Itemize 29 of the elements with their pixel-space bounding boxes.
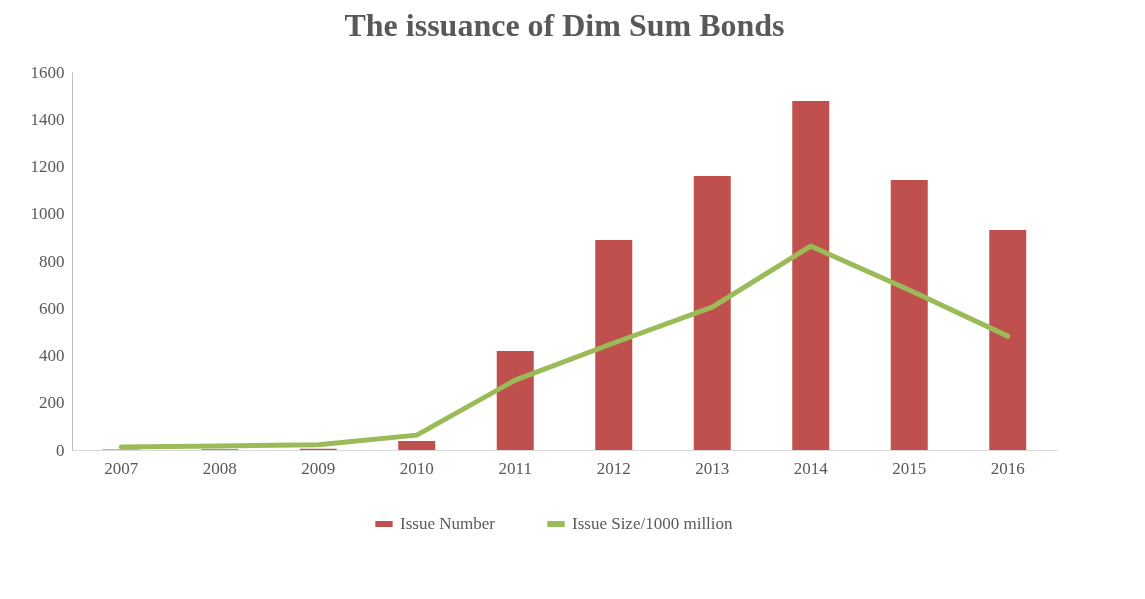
legend-label: Issue Number <box>400 514 496 533</box>
x-tick-label: 2010 <box>399 458 434 478</box>
x-tick-label: 2007 <box>104 458 139 478</box>
x-tick-label: 2009 <box>301 458 336 478</box>
y-tick-label: 1400 <box>30 109 65 129</box>
bar <box>792 101 830 450</box>
y-tick-label: 800 <box>39 251 65 271</box>
x-tick-label: 2015 <box>892 458 927 478</box>
y-tick-label: 1600 <box>30 62 65 82</box>
y-tick-label: 1200 <box>30 157 65 176</box>
bar <box>890 179 928 450</box>
x-tick-label: 2012 <box>596 458 631 478</box>
bar <box>496 351 534 450</box>
legend-label: Issue Size/1000 million <box>572 514 734 533</box>
x-tick-label: 2014 <box>793 458 829 478</box>
bar <box>989 230 1027 450</box>
y-tick-label: 600 <box>39 298 65 318</box>
y-tick-label: 200 <box>39 393 65 413</box>
x-tick-label: 2008 <box>202 458 237 478</box>
x-tick-label: 2011 <box>498 458 532 478</box>
y-tick-label: 0 <box>56 440 65 460</box>
bar <box>595 239 633 450</box>
x-tick-label: 2013 <box>695 458 730 478</box>
y-tick-label: 400 <box>39 346 65 365</box>
bar <box>398 441 436 450</box>
bar <box>693 175 731 450</box>
chart-title: The issuance of Dim Sum Bonds <box>344 7 785 43</box>
y-tick-label: 1000 <box>30 204 65 224</box>
x-tick-label: 2016 <box>990 458 1025 478</box>
